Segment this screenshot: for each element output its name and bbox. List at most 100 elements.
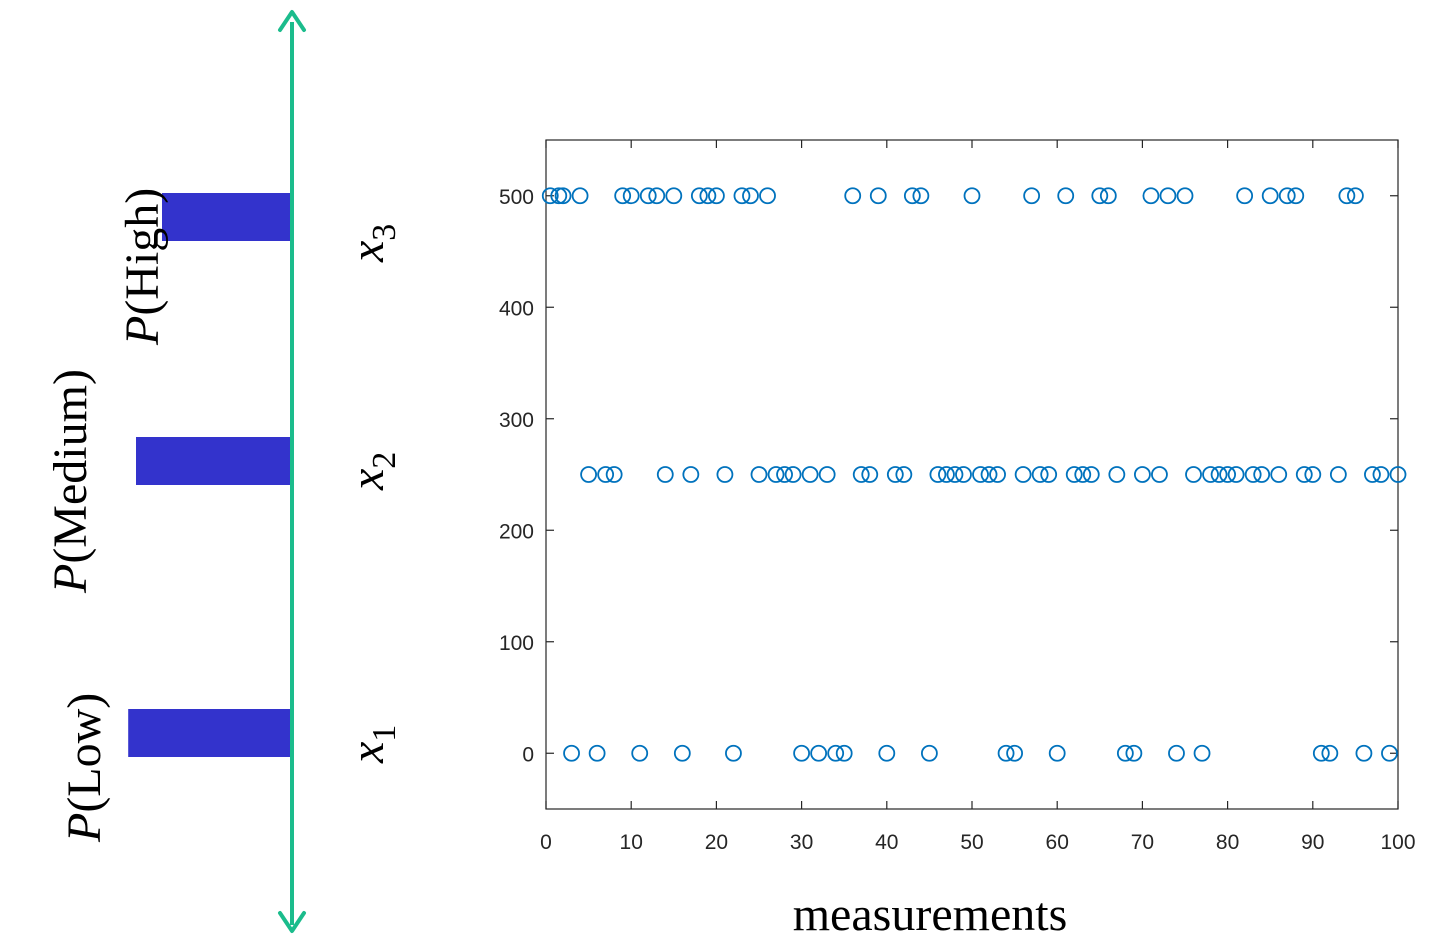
scatter-point — [878, 744, 896, 762]
scatter-point — [1048, 744, 1066, 762]
scatter-point — [682, 466, 700, 483]
y-tick-label: 100 — [499, 632, 534, 655]
probability-diagram: P(High) P(Medium) P(Low) x3 x2 x1 — [44, 10, 403, 933]
y-tick-label: 0 — [522, 743, 534, 766]
prob-bar-medium — [136, 437, 292, 485]
plot-area — [545, 139, 1399, 810]
scatter-point — [903, 187, 921, 205]
scatter-point — [742, 187, 759, 205]
scatter-point — [1364, 466, 1381, 483]
scatter-point — [1347, 187, 1364, 205]
x-tick-label: 80 — [1216, 831, 1239, 854]
scatter-point — [1031, 466, 1049, 483]
scatter-point — [1185, 466, 1202, 483]
scatter-point — [550, 187, 568, 205]
axis-arrowhead-top — [278, 10, 306, 32]
scatter-point — [1099, 187, 1117, 205]
scatter-point — [938, 466, 955, 483]
scatter-point — [1134, 466, 1151, 483]
scatter-point — [1381, 744, 1398, 762]
scatter-point — [1142, 187, 1160, 205]
state-label-x1: x1 — [341, 725, 403, 764]
x-tick-label: 40 — [875, 831, 898, 854]
x-tick-label: 70 — [1131, 831, 1154, 854]
scatter-point — [895, 466, 913, 483]
scatter-point — [963, 187, 981, 205]
scatter-point — [1006, 744, 1023, 762]
scatter-point — [886, 466, 904, 483]
x-tick-label: 10 — [620, 831, 643, 854]
prob-label-medium: P(Medium) — [44, 369, 97, 594]
x-axis-label: measurements — [793, 888, 1068, 941]
scatter-point — [1014, 466, 1032, 483]
scatter-point — [614, 187, 632, 205]
scatter-point — [1057, 187, 1075, 205]
scatter-point — [1227, 466, 1245, 483]
scatter-point — [818, 466, 836, 483]
scatter-point — [580, 466, 597, 483]
scatter-point — [1355, 744, 1373, 762]
scatter-point — [1321, 744, 1339, 762]
scatter-point — [1287, 187, 1305, 205]
scatter-point — [1108, 466, 1126, 483]
scatter-point — [997, 744, 1015, 762]
scatter-point — [861, 466, 879, 483]
scatter-point — [708, 187, 725, 205]
scatter-point — [776, 466, 793, 483]
scatter-point — [1389, 466, 1407, 483]
scatter-point — [1065, 466, 1083, 483]
scatter-point — [690, 187, 708, 205]
scatter-point — [1176, 187, 1194, 205]
scatter-point — [1295, 466, 1313, 483]
scatter-point — [648, 187, 666, 205]
scatter-point — [588, 744, 606, 762]
scatter-point — [827, 744, 845, 762]
scatter-point — [665, 187, 683, 205]
scatter-point — [1372, 466, 1390, 483]
scatter-point — [1151, 466, 1168, 483]
scatter-point — [716, 466, 734, 483]
scatter-point — [1116, 744, 1134, 762]
scatter-point — [554, 187, 572, 205]
x-tick-label: 20 — [705, 831, 728, 854]
scatter-point — [852, 466, 870, 483]
scatter-point — [929, 466, 947, 483]
scatter-point — [844, 187, 862, 205]
scatter-point — [597, 466, 615, 483]
scatter-point — [639, 187, 657, 205]
y-tick-label: 200 — [499, 520, 534, 543]
scatter-point — [810, 744, 828, 762]
scatter-point — [563, 744, 580, 762]
scatter-point — [1193, 744, 1211, 762]
prob-bar-low — [128, 709, 292, 757]
y-tick-label: 400 — [499, 297, 534, 320]
prob-label-low: P(Low) — [58, 693, 111, 843]
scatter-point — [759, 187, 776, 205]
scatter-point — [912, 187, 930, 205]
scatter-point — [541, 187, 559, 205]
scatter-point — [750, 466, 768, 483]
scatter-point — [571, 187, 589, 205]
scatter-point — [1253, 466, 1271, 483]
scatter-point — [631, 744, 649, 762]
scatter-point — [673, 744, 691, 762]
x-tick-label: 50 — [960, 831, 983, 854]
scatter-point — [1023, 187, 1041, 205]
x-tick-label: 100 — [1380, 831, 1415, 854]
scatter-point — [1312, 744, 1330, 762]
scatter-point — [1244, 466, 1262, 483]
scatter-point — [1278, 187, 1296, 205]
scatter-point — [921, 744, 938, 762]
scatter-point — [989, 466, 1006, 483]
scatter-point — [946, 466, 964, 483]
x-tick-label: 60 — [1046, 831, 1069, 854]
prob-bar-high — [162, 193, 292, 241]
scatter-point — [793, 744, 810, 762]
scatter-point — [1219, 466, 1236, 483]
scatter-point — [1261, 187, 1279, 205]
scatter-point — [972, 466, 989, 483]
scatter-point — [767, 466, 785, 483]
prob-label-high: P(High) — [116, 188, 169, 346]
scatter-point — [699, 187, 717, 205]
